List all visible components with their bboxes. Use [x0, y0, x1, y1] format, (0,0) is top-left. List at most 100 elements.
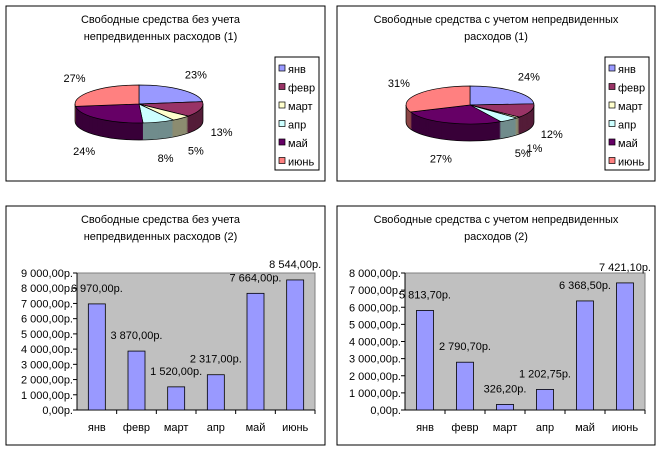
- pie-data-label: 5%: [188, 145, 204, 157]
- x-tick-label: июнь: [612, 422, 638, 434]
- y-tick-label: 1 000,00р.: [349, 388, 401, 400]
- y-tick-label: 1 000,00р.: [21, 390, 73, 402]
- legend-box: [274, 56, 320, 171]
- legend-label: янв: [618, 64, 636, 76]
- bar-март: [167, 386, 186, 411]
- pie-slice-янв: [138, 84, 204, 105]
- bar-data-label: 326,20р.: [484, 383, 527, 395]
- bar-data-label: 7 421,10р.: [599, 262, 651, 274]
- bar-февр: [456, 361, 474, 411]
- legend-swatch: [278, 83, 286, 90]
- legend-label: янв: [288, 64, 306, 76]
- pie-slice-май: [409, 104, 502, 125]
- pie-slice-июнь: [74, 84, 140, 107]
- x-tick-label: май: [246, 422, 266, 434]
- legend-label: май: [618, 138, 638, 150]
- pie-data-label: 24%: [73, 146, 95, 158]
- legend-swatch: [608, 157, 616, 164]
- legend-label: март: [288, 101, 313, 113]
- plot-area: [76, 272, 316, 411]
- y-tick-label: 3 000,00р.: [349, 354, 401, 366]
- pie-slice-июнь: [405, 85, 471, 113]
- chart-title: расходов (2): [464, 231, 528, 243]
- bar-data-label: 8 544,00р.: [269, 259, 321, 271]
- chart-1: Свободные средства без учета непредвиденн…: [5, 5, 326, 182]
- legend-swatch: [278, 120, 286, 127]
- legend-label: февр: [288, 83, 315, 95]
- legend-label: апр: [618, 120, 636, 132]
- y-tick-label: 4 000,00р.: [21, 344, 73, 356]
- chart-title: непредвиденных расходов (2): [84, 231, 238, 243]
- chart-title: Свободные средства с учетом непредвиденн…: [374, 214, 619, 226]
- x-tick-label: апр: [207, 422, 225, 434]
- y-tick-label: 6 000,00р.: [349, 302, 401, 314]
- legend-swatch: [608, 101, 616, 109]
- y-tick-label: 8 000,00р.: [349, 268, 401, 280]
- bar-май: [246, 292, 265, 411]
- y-tick-label: 3 000,00р.: [21, 359, 73, 371]
- legend-swatch: [278, 101, 286, 109]
- bar-data-label: 3 870,00р.: [111, 330, 163, 342]
- pie-outline: [74, 104, 204, 141]
- legend-swatch: [278, 138, 286, 146]
- legend-swatch: [278, 64, 286, 72]
- legend-label: июнь: [288, 157, 314, 169]
- plot-area: [404, 272, 646, 411]
- bar-data-label: 5 813,70р.: [399, 289, 451, 301]
- legend-label: апр: [288, 120, 306, 132]
- pie-data-label: 13%: [211, 127, 233, 139]
- pie-slice-янв: [469, 85, 535, 106]
- legend-swatch: [608, 83, 616, 90]
- y-tick-label: 5 000,00р.: [349, 319, 401, 331]
- chart-title: расходов (1): [464, 31, 528, 43]
- bar-февр: [127, 350, 146, 411]
- legend-label: февр: [618, 83, 645, 95]
- pie-slice-май: [74, 103, 144, 124]
- bar-март: [496, 404, 514, 411]
- legend-label: июнь: [618, 157, 644, 169]
- y-tick-label: 6 000,00р.: [21, 314, 73, 326]
- bar-апр: [206, 374, 225, 411]
- chart-title: непредвиденных расходов (1): [84, 31, 238, 43]
- x-tick-label: июнь: [282, 422, 308, 434]
- pie-data-label: 12%: [541, 129, 563, 141]
- bar-data-label: 1 520,00р.: [150, 366, 202, 378]
- pie-data-label: 31%: [388, 78, 410, 90]
- pie-data-label: 8%: [158, 153, 174, 165]
- bar-data-label: 1 202,75р.: [519, 368, 571, 380]
- legend-label: май: [288, 138, 308, 150]
- bar-data-label: 7 664,00р.: [230, 272, 282, 284]
- legend-swatch: [608, 138, 616, 146]
- chart-title: Свободные средства без учета: [81, 214, 241, 226]
- legend-swatch: [608, 64, 616, 72]
- x-tick-label: янв: [416, 422, 434, 434]
- legend-swatch: [278, 157, 286, 164]
- y-tick-label: 5 000,00р.: [21, 329, 73, 341]
- chart-3: Свободные средства без учета непредвиденн…: [5, 205, 326, 446]
- bar-янв: [416, 310, 434, 411]
- y-tick-label: 2 000,00р.: [21, 375, 73, 387]
- legend: янв февр март апр май июнь: [604, 56, 650, 171]
- chart-title: Свободные средства без учета: [81, 14, 241, 26]
- bar-янв: [87, 303, 106, 411]
- x-tick-label: март: [164, 422, 189, 434]
- pie-data-label: 1%: [527, 143, 543, 155]
- y-tick-label: 2 000,00р.: [349, 371, 401, 383]
- x-tick-label: февр: [123, 422, 150, 434]
- bar-май: [576, 300, 594, 411]
- pie-outline: [405, 105, 535, 142]
- bar-data-label: 2 317,00р.: [190, 354, 242, 366]
- y-tick-label: 9 000,00р.: [21, 268, 73, 280]
- legend-label: март: [618, 101, 643, 113]
- y-tick-label: 8 000,00р.: [21, 283, 73, 295]
- pie-data-label: 27%: [430, 154, 452, 166]
- x-tick-label: февр: [451, 422, 478, 434]
- pie-data-label: 24%: [518, 72, 540, 84]
- pie-data-label: 27%: [63, 73, 85, 85]
- legend-swatch: [608, 120, 616, 127]
- pie-data-label: 5%: [515, 148, 531, 160]
- x-tick-label: янв: [88, 422, 106, 434]
- legend-box: [604, 56, 650, 171]
- bar-июнь: [286, 279, 305, 411]
